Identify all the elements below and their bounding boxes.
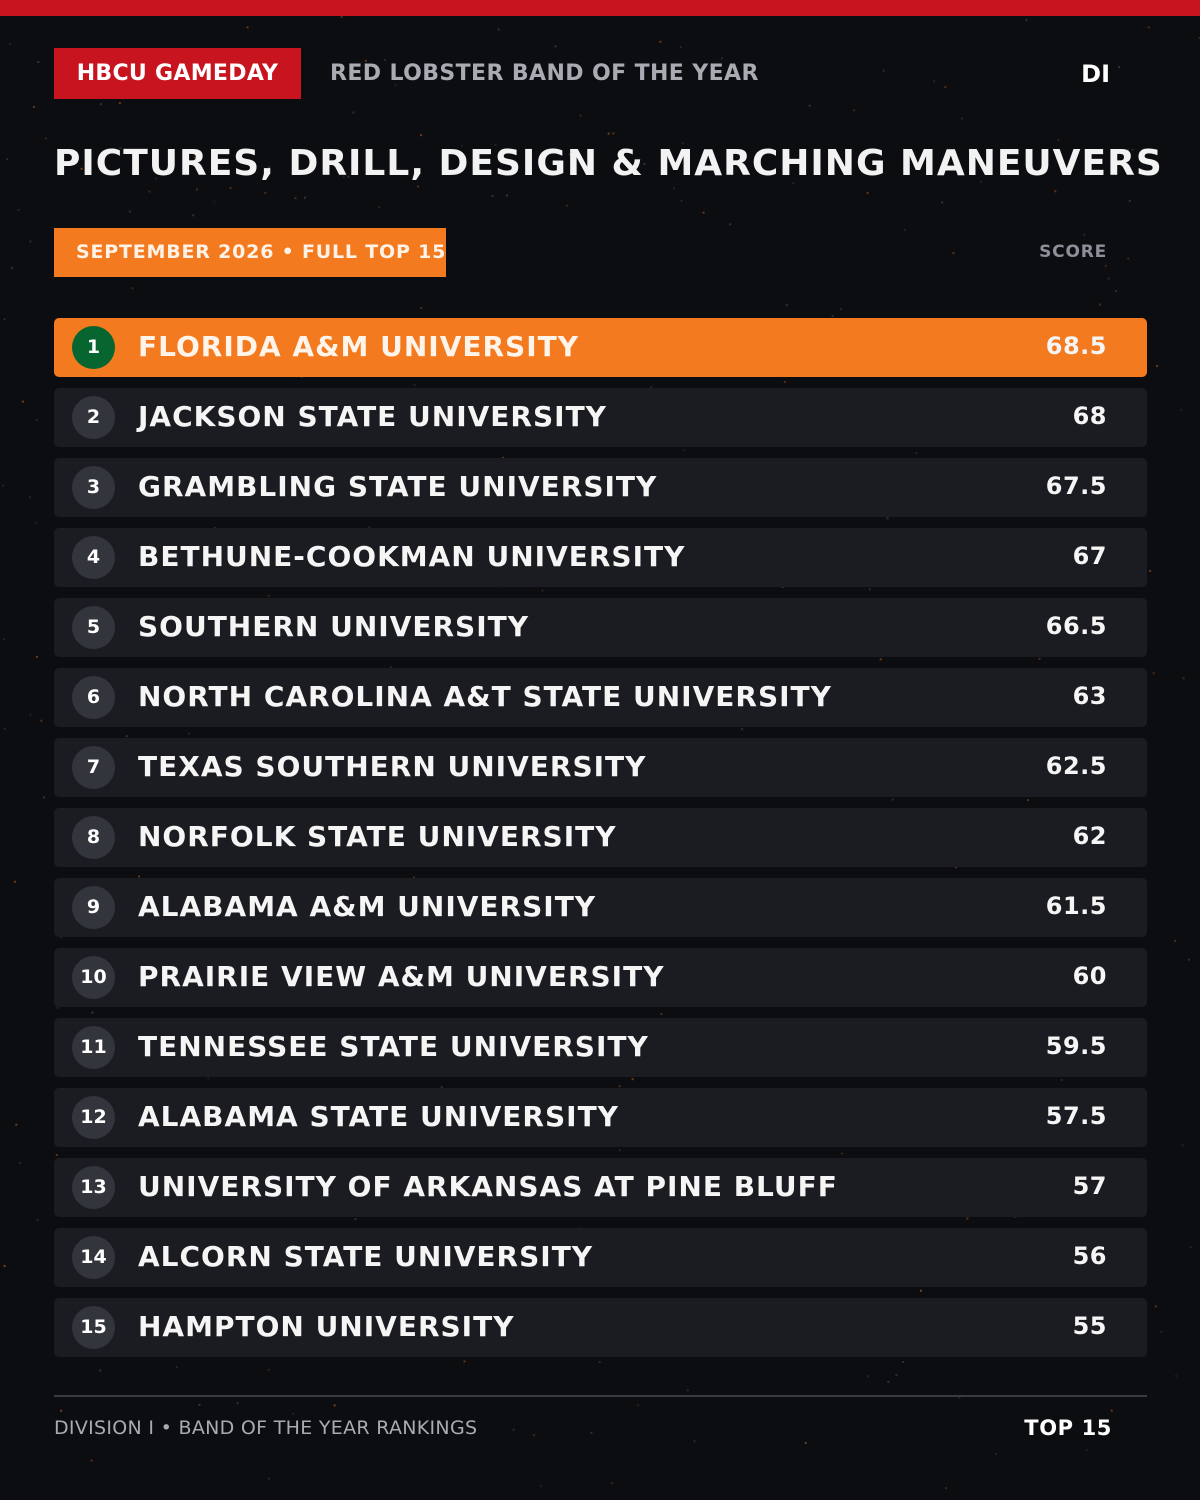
- ranking-row-10: 10 PRAIRIE VIEW A&M UNIVERSITY 60: [54, 948, 1147, 1007]
- rankings-list: 1 FLORIDA A&M UNIVERSITY 68.5 2 JACKSON …: [54, 318, 1147, 1368]
- rank-number: 9: [72, 886, 115, 929]
- school-name: GRAMBLING STATE UNIVERSITY: [138, 470, 658, 503]
- ranking-row-13: 13 UNIVERSITY OF ARKANSAS AT PINE BLUFF …: [54, 1158, 1147, 1217]
- school-name: BETHUNE-COOKMAN UNIVERSITY: [138, 540, 686, 573]
- ranking-row-14: 14 ALCORN STATE UNIVERSITY 56: [54, 1228, 1147, 1287]
- category-title: PICTURES, DRILL, DESIGN & MARCHING MANEU…: [54, 143, 1163, 184]
- school-name: NORTH CAROLINA A&T STATE UNIVERSITY: [138, 680, 832, 713]
- score-value: 57: [1072, 1172, 1107, 1200]
- brand-badge: HBCU GAMEDAY: [54, 48, 301, 99]
- score-value: 57.5: [1045, 1102, 1107, 1130]
- score-value: 55: [1072, 1312, 1107, 1340]
- ranking-row-12: 12 ALABAMA STATE UNIVERSITY 57.5: [54, 1088, 1147, 1147]
- footer-caption: DIVISION I • BAND OF THE YEAR RANKINGS: [54, 1417, 478, 1439]
- school-name: FLORIDA A&M UNIVERSITY: [138, 330, 580, 363]
- school-name: ALABAMA STATE UNIVERSITY: [138, 1100, 619, 1133]
- school-name: TENNESSEE STATE UNIVERSITY: [138, 1030, 649, 1063]
- ranking-row-6: 6 NORTH CAROLINA A&T STATE UNIVERSITY 63: [54, 668, 1147, 727]
- score-value: 67: [1072, 542, 1107, 570]
- rank-number: 8: [72, 816, 115, 859]
- date-badge: SEPTEMBER 2026 • FULL TOP 15: [54, 228, 446, 277]
- score-value: 62: [1072, 822, 1107, 850]
- ranking-row-2: 2 JACKSON STATE UNIVERSITY 68: [54, 388, 1147, 447]
- division-tag: DI: [1081, 60, 1110, 88]
- ranking-row-15: 15 HAMPTON UNIVERSITY 55: [54, 1298, 1147, 1357]
- school-name: JACKSON STATE UNIVERSITY: [138, 400, 607, 433]
- ranking-row-11: 11 TENNESSEE STATE UNIVERSITY 59.5: [54, 1018, 1147, 1077]
- date-badge-label: SEPTEMBER 2026 • FULL TOP 15: [76, 241, 447, 263]
- school-name: UNIVERSITY OF ARKANSAS AT PINE BLUFF: [138, 1170, 838, 1203]
- rank-number: 11: [72, 1026, 115, 1069]
- school-name: HAMPTON UNIVERSITY: [138, 1310, 515, 1343]
- score-value: 68.5: [1045, 332, 1107, 360]
- award-title: RED LOBSTER BAND OF THE YEAR: [330, 61, 759, 86]
- rank-number: 2: [72, 396, 115, 439]
- top-accent-bar: [0, 0, 1200, 16]
- ranking-row-8: 8 NORFOLK STATE UNIVERSITY 62: [54, 808, 1147, 867]
- rank-number: 15: [72, 1306, 115, 1349]
- score-value: 60: [1072, 962, 1107, 990]
- school-name: SOUTHERN UNIVERSITY: [138, 610, 530, 643]
- school-name: ALCORN STATE UNIVERSITY: [138, 1240, 594, 1273]
- ranking-row-5: 5 SOUTHERN UNIVERSITY 66.5: [54, 598, 1147, 657]
- score-value: 59.5: [1045, 1032, 1107, 1060]
- rank-number: 5: [72, 606, 115, 649]
- rank-number: 12: [72, 1096, 115, 1139]
- score-value: 67.5: [1045, 472, 1107, 500]
- footer-divider: [54, 1395, 1147, 1397]
- school-name: PRAIRIE VIEW A&M UNIVERSITY: [138, 960, 665, 993]
- ranking-row-4: 4 BETHUNE-COOKMAN UNIVERSITY 67: [54, 528, 1147, 587]
- ranking-row-1: 1 FLORIDA A&M UNIVERSITY 68.5: [54, 318, 1147, 377]
- school-name: TEXAS SOUTHERN UNIVERSITY: [138, 750, 647, 783]
- score-value: 56: [1072, 1242, 1107, 1270]
- ranking-row-7: 7 TEXAS SOUTHERN UNIVERSITY 62.5: [54, 738, 1147, 797]
- rank-number: 4: [72, 536, 115, 579]
- rank-number: 13: [72, 1166, 115, 1209]
- rank-number: 14: [72, 1236, 115, 1279]
- score-value: 61.5: [1045, 892, 1107, 920]
- school-name: ALABAMA A&M UNIVERSITY: [138, 890, 597, 923]
- ranking-row-3: 3 GRAMBLING STATE UNIVERSITY 67.5: [54, 458, 1147, 517]
- score-value: 68: [1072, 402, 1107, 430]
- footer-top-count: TOP 15: [1024, 1416, 1112, 1440]
- ranking-row-9: 9 ALABAMA A&M UNIVERSITY 61.5: [54, 878, 1147, 937]
- score-value: 63: [1072, 682, 1107, 710]
- rank-number: 1: [72, 326, 115, 369]
- rank-number: 10: [72, 956, 115, 999]
- score-value: 66.5: [1045, 612, 1107, 640]
- score-column-header: SCORE: [1039, 242, 1107, 262]
- rank-number: 6: [72, 676, 115, 719]
- rank-number: 7: [72, 746, 115, 789]
- rank-number: 3: [72, 466, 115, 509]
- score-value: 62.5: [1045, 752, 1107, 780]
- school-name: NORFOLK STATE UNIVERSITY: [138, 820, 617, 853]
